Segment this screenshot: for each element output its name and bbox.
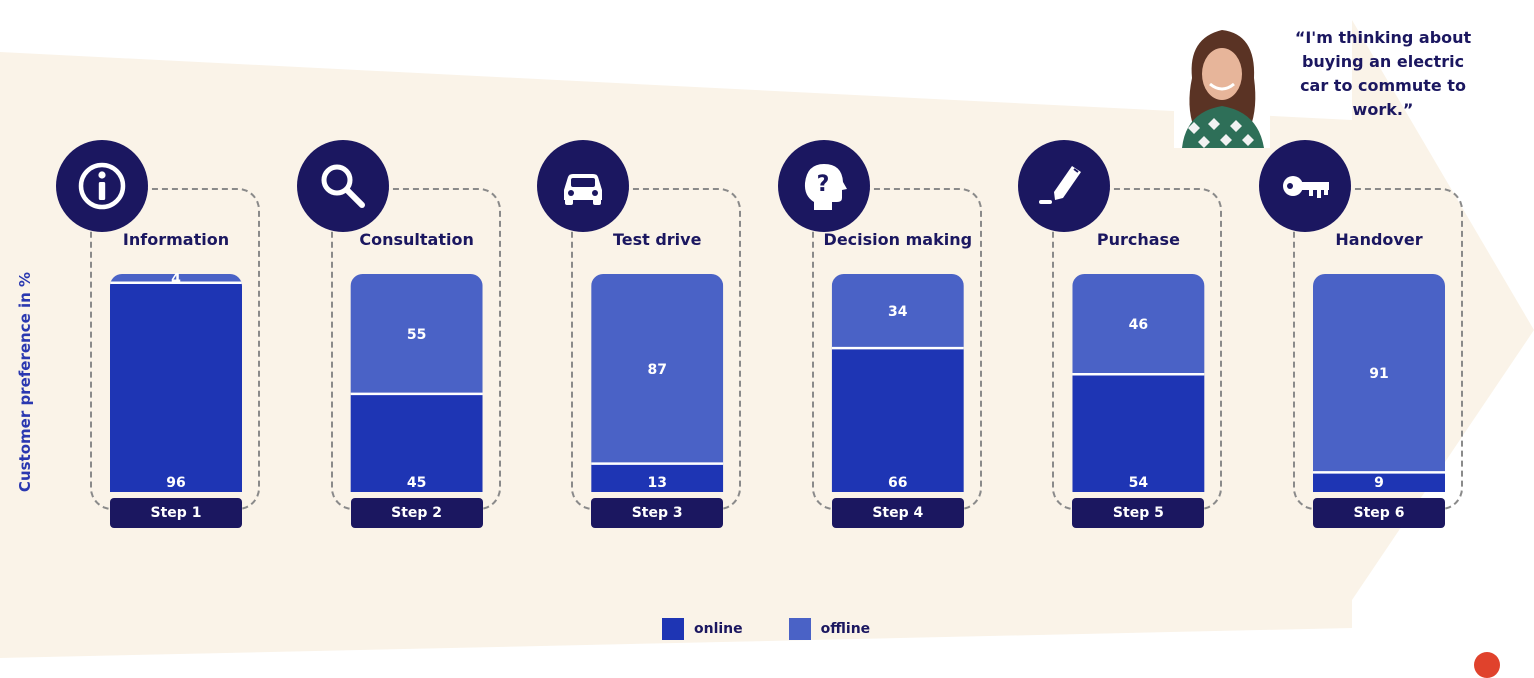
step-name: Test drive — [612, 230, 702, 249]
x-tick-label: Step 5 — [1072, 498, 1205, 528]
y-axis-label: Customer preference in % — [16, 271, 34, 493]
bar-offline — [1072, 274, 1205, 375]
corner-decoration — [1474, 652, 1500, 678]
data-label-offline: 55 — [407, 327, 426, 343]
legend-swatch-offline — [788, 618, 811, 640]
legend-label-offline: offline — [820, 621, 871, 637]
customer-quote: “I'm thinking about buying an electric c… — [1294, 28, 1472, 119]
pen-signature-icon — [1018, 140, 1111, 232]
x-tick-label: Step 3 — [591, 498, 724, 528]
data-label-online: 66 — [888, 475, 907, 491]
x-tick-label: Step 1 — [110, 498, 242, 528]
stacked-bar: 54 46 — [1072, 274, 1205, 492]
legend-item-online: online — [662, 618, 743, 640]
x-tick-label: Step 2 — [350, 498, 483, 528]
x-tick-label: Step 6 — [1313, 498, 1445, 528]
step-name: Decision making — [823, 230, 973, 249]
bar-online — [1313, 472, 1445, 492]
stacked-bar: 96 4 — [110, 271, 242, 492]
step-name: Purchase — [1096, 230, 1180, 249]
data-label-offline: 34 — [888, 304, 908, 320]
question-head-icon: ? — [777, 140, 870, 232]
bar-online — [350, 393, 483, 492]
data-label-online: 13 — [647, 475, 666, 491]
x-tick-label: Step 4 — [831, 498, 964, 528]
data-label-offline: 91 — [1369, 366, 1388, 382]
svg-text:?: ? — [816, 172, 829, 197]
bar-online — [831, 348, 964, 492]
legend-label-online: online — [694, 621, 743, 637]
bar-offline — [350, 274, 483, 394]
step-name: Consultation — [359, 230, 474, 249]
bar-offline — [110, 274, 242, 283]
stacked-bar-chart: 96 4 45 55 13 87 66 34 54 46 9 91 — [110, 271, 1445, 492]
bar-offline — [831, 274, 964, 349]
bar-online — [110, 282, 242, 492]
stacked-bar: 45 55 — [350, 274, 483, 492]
data-label-online: 9 — [1374, 475, 1384, 491]
bar-online — [591, 463, 724, 492]
stacked-bar: 13 87 — [591, 274, 724, 492]
data-label-offline: 46 — [1129, 317, 1148, 333]
bar-offline — [591, 274, 724, 464]
data-label-offline: 87 — [647, 362, 666, 378]
legend: online offline — [662, 618, 916, 640]
key-icon — [1259, 140, 1351, 232]
bar-online — [1072, 374, 1205, 492]
legend-swatch-online — [662, 618, 684, 640]
data-label-online: 96 — [166, 475, 185, 491]
data-label-online: 54 — [1129, 475, 1149, 491]
magnifier-icon — [296, 140, 389, 232]
stacked-bar: 66 34 — [831, 274, 964, 492]
bar-offline — [1313, 274, 1445, 473]
car-icon — [537, 140, 630, 232]
step-name: Handover — [1335, 230, 1423, 249]
customer-photo — [1174, 18, 1270, 148]
legend-item-offline: offline — [788, 618, 871, 640]
info-icon — [56, 140, 148, 232]
stacked-bar: 9 91 — [1313, 274, 1445, 492]
data-label-offline: 4 — [171, 271, 181, 287]
data-label-online: 45 — [407, 475, 426, 491]
step-name: Information — [122, 230, 230, 249]
